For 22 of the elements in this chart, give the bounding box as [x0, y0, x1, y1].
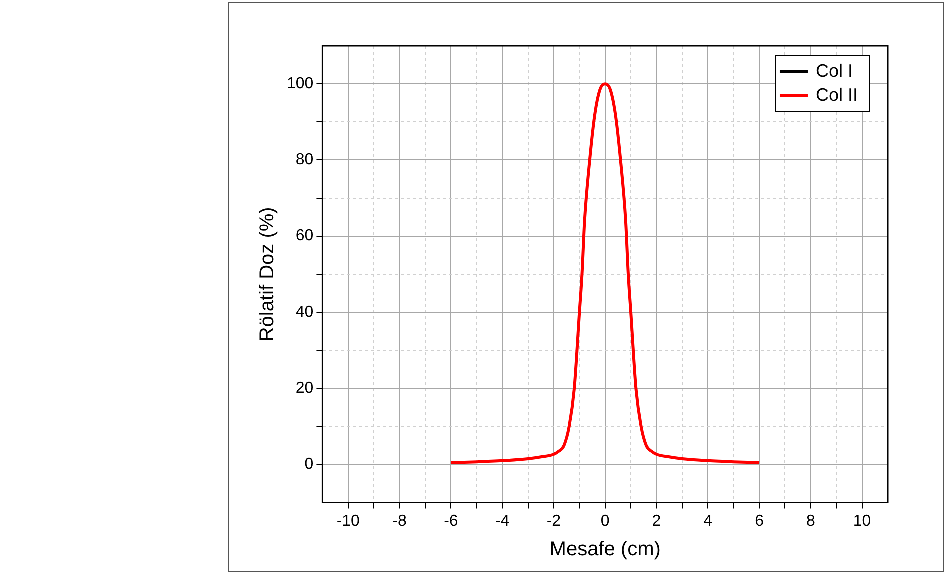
y-tick-label: 60: [296, 228, 314, 245]
x-tick-label: 6: [755, 512, 764, 530]
x-axis-title: Mesafe (cm): [550, 538, 661, 561]
x-tick-label: -4: [495, 512, 510, 530]
line-series: [450, 82, 762, 464]
x-tick-label: -8: [392, 512, 407, 530]
x-tick-label: 10: [853, 512, 872, 530]
x-tick-label: -10: [336, 512, 360, 530]
y-tick-label: 80: [296, 152, 314, 169]
y-tick-label: 20: [296, 380, 314, 398]
y-axis-title: Rölatif Doz (%): [256, 207, 279, 342]
x-tick-label: -2: [546, 512, 562, 530]
x-tick-label: 4: [704, 512, 713, 530]
legend-label: Col I: [816, 60, 854, 81]
y-tick-label: 40: [296, 304, 314, 321]
x-tick-label: 2: [652, 512, 662, 530]
x-tick-label: 8: [806, 512, 816, 530]
x-tick-label: 0: [600, 512, 610, 530]
x-tick-label: -6: [444, 512, 458, 530]
legend-label: Col II: [816, 84, 858, 105]
y-tick-label: 0: [304, 456, 314, 474]
y-tick-label: 100: [286, 75, 314, 92]
